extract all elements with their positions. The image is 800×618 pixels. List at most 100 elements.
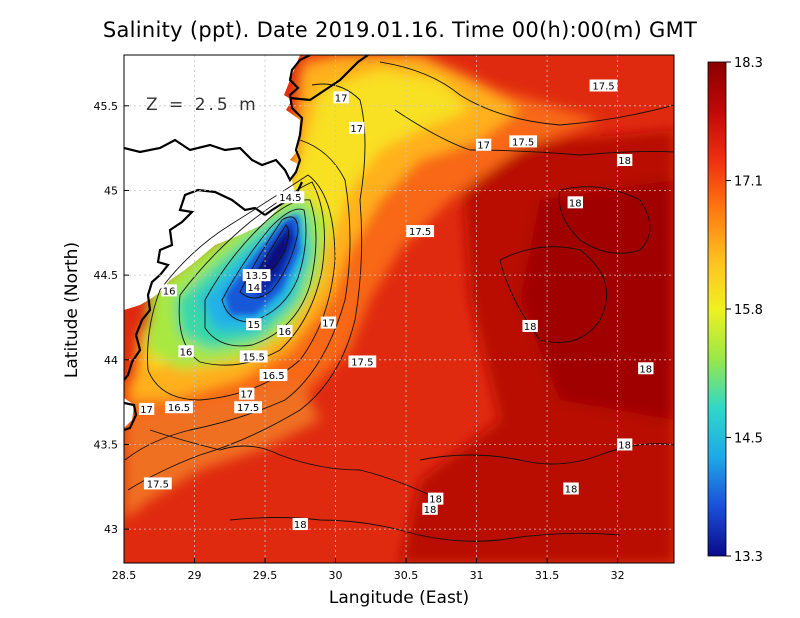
contour-label-box [242,269,271,282]
x-tick-label: 32 [611,569,625,582]
contour-label-text: 17.5 [409,227,431,238]
x-tick-label: 29.5 [253,569,278,582]
contour-label-box [320,316,337,329]
contour-label-text: 18 [618,156,631,167]
contour-label-text: 15.5 [243,352,265,363]
grid-lines [124,55,674,563]
contour-label-text: 17.5 [147,479,169,490]
contour-label-text: 17 [322,319,335,330]
contour-label-box [276,191,305,204]
contour-label: 15 [246,318,262,331]
contour-label-text: 18 [639,364,652,375]
contour-label-text: 18 [424,505,437,516]
contour-label: 18 [422,502,438,516]
depth-label: Z = 2.5 m [146,95,259,115]
colorbar: 18.3 17.1 15.8 14.5 13.3 [707,56,763,565]
x-axis-title: Langitude (East) [328,588,470,608]
contour-label-box [406,225,435,238]
contour-label-text: 18 [429,495,442,506]
contour-label: 16 [277,325,293,338]
contour-lines [124,61,674,542]
contour-label: 17 [348,121,365,135]
contour-label-box [292,518,308,531]
contour-label-box [348,355,377,368]
contour-label: 14.5 [276,191,305,204]
x-tick-label: 31 [470,569,484,582]
contour-label-box [165,401,193,414]
colorbar-tick-label: 13.3 [734,550,763,565]
colorbar-ramp [707,61,727,557]
contour-label-box [638,362,654,375]
contour-label-box [234,401,263,414]
contour-label: 17.5 [406,225,435,238]
contour-label-text: 17.5 [351,357,373,368]
contour-label-text: 17 [240,390,253,401]
colorbar-tick-label: 14.5 [734,431,763,446]
contour-label: 17 [238,387,255,401]
contour-label-text: 18 [565,484,578,495]
colorbar-tick-label: 18.3 [734,56,763,71]
contour-label-box [348,121,365,134]
contour-label-text: 17 [335,93,348,104]
x-tick-label: 29 [188,569,202,582]
contour-label-text: 14.5 [279,193,301,204]
contour-label: 16.5 [259,369,288,382]
contour-label: 16 [178,345,194,358]
contour-label: 16 [161,284,177,297]
contour-label-text: 17.5 [592,81,614,92]
contour-label: 17.5 [589,79,618,92]
contour-label-text: 16.5 [168,403,190,414]
contour-label: 18 [638,362,654,375]
contour-label-text: 16 [163,286,176,297]
contour-label-box [277,325,293,338]
x-axis: 28.5 29 29.5 30 30.5 31 31.5 32 [112,558,625,582]
colorbar-tick-label: 17.1 [734,175,763,190]
contour-label-box [475,138,492,151]
colorbar-ticks: 18.3 17.1 15.8 14.5 13.3 [726,56,763,565]
x-tick-label: 28.5 [112,569,137,582]
y-tick-label: 43 [104,523,118,536]
contour-label-box [616,438,633,451]
map-title: Salinity (ppt). Date 2019.01.16. Time 00… [102,18,698,42]
contour-label-box [246,318,262,331]
contour-label-box [563,482,579,495]
contour-label: 18 [563,482,579,495]
contour-label-text: 15 [247,320,260,331]
contour-label-box [333,91,349,104]
contour-label-text: 13.5 [245,271,267,282]
contour-label-box [422,502,438,515]
contour-label-text: 14 [247,283,260,294]
contour-label: 17.5 [348,355,377,368]
y-axis: 43 43.5 44 44.5 45 45.5 [94,100,129,536]
contour-label-box [427,492,444,505]
coastline [124,55,369,432]
contour-label: 17.5 [509,135,538,148]
contour-label-text: 17 [477,141,490,152]
contour-label-box [589,79,618,92]
contour-label-text: 18 [524,322,537,333]
contour-label-box [522,319,538,332]
contour-label-text: 17 [140,405,153,416]
y-tick-label: 45.5 [94,100,119,113]
contour-label-box [138,402,155,415]
contour-label: 14 [246,280,262,294]
x-tick-label: 30.5 [394,569,419,582]
plot-frame [123,54,675,564]
contour-label: 18 [522,319,538,333]
y-tick-label: 44 [104,354,118,367]
contour-label: 17.5 [234,401,263,414]
contour-label-box [143,477,172,490]
contour-label-box [509,135,538,148]
contour-label: 15.5 [239,350,268,363]
contour-label-box [246,280,262,293]
contour-label-text: 18 [569,198,582,209]
contour-label: 13.5 [242,269,271,282]
contour-label: 17 [138,402,155,416]
contour-label-box [616,153,633,166]
contour-label: 18 [292,518,308,531]
x-tick-label: 30 [329,569,343,582]
contour-label-box [178,345,194,358]
y-tick-label: 44.5 [94,269,119,282]
colorbar-tick-label: 15.8 [734,303,763,318]
